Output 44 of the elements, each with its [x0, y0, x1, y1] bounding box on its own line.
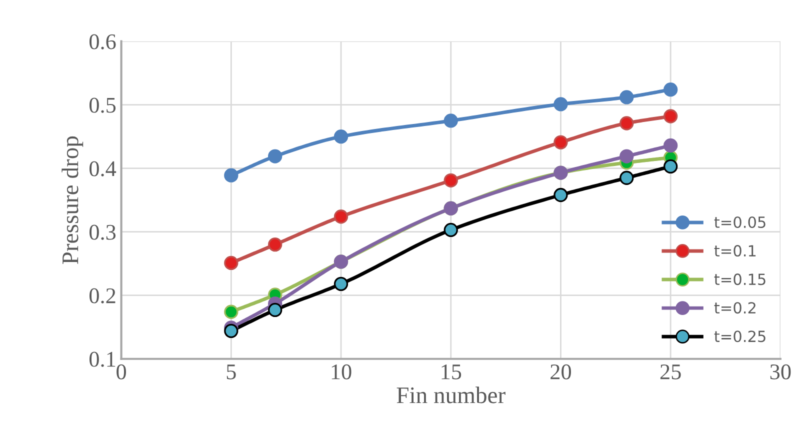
y-tick-label: 0.5 — [90, 98, 116, 113]
point — [444, 173, 458, 188]
legend-label: t=0.15 — [714, 274, 766, 286]
y-tick-label: 0.4 — [90, 161, 116, 176]
point — [664, 138, 678, 153]
point — [224, 256, 238, 270]
point — [620, 149, 634, 164]
point — [224, 168, 238, 182]
x-axis-title: Fin number — [396, 386, 506, 404]
legend-label: t=0.25 — [714, 330, 766, 342]
x-tick-label: 30 — [770, 364, 791, 380]
point — [620, 170, 634, 185]
point — [554, 135, 568, 150]
point — [444, 114, 458, 128]
y-tick-label: 0.6 — [90, 34, 116, 50]
y-axis-title: Pressure drop — [62, 136, 84, 264]
point — [268, 302, 282, 318]
legend-label: t=0.2 — [714, 302, 756, 314]
x-tick-label: 15 — [442, 364, 462, 380]
point — [224, 324, 238, 338]
legend-label: t=0.05 — [714, 216, 766, 228]
y-tick-label: 0.2 — [90, 288, 116, 304]
legend-label: t=0.1 — [714, 245, 756, 257]
point — [268, 237, 282, 252]
point — [554, 97, 568, 112]
x-tick-label: 0 — [116, 364, 126, 380]
x-tick-label: 5 — [226, 364, 236, 380]
point — [664, 109, 678, 124]
point — [554, 188, 568, 202]
point — [620, 116, 634, 130]
point — [334, 210, 348, 224]
point — [620, 90, 634, 104]
point — [664, 82, 678, 97]
point — [334, 276, 348, 292]
x-tick-label: 20 — [550, 364, 571, 380]
x-tick-label: 10 — [332, 364, 352, 380]
y-tick-label: 0.1 — [90, 352, 116, 367]
point — [224, 304, 238, 319]
point — [444, 222, 458, 238]
point — [268, 149, 282, 164]
point — [334, 130, 348, 144]
x-tick-label: 25 — [660, 364, 681, 380]
point — [664, 159, 678, 174]
y-tick-label: 0.3 — [90, 224, 116, 240]
